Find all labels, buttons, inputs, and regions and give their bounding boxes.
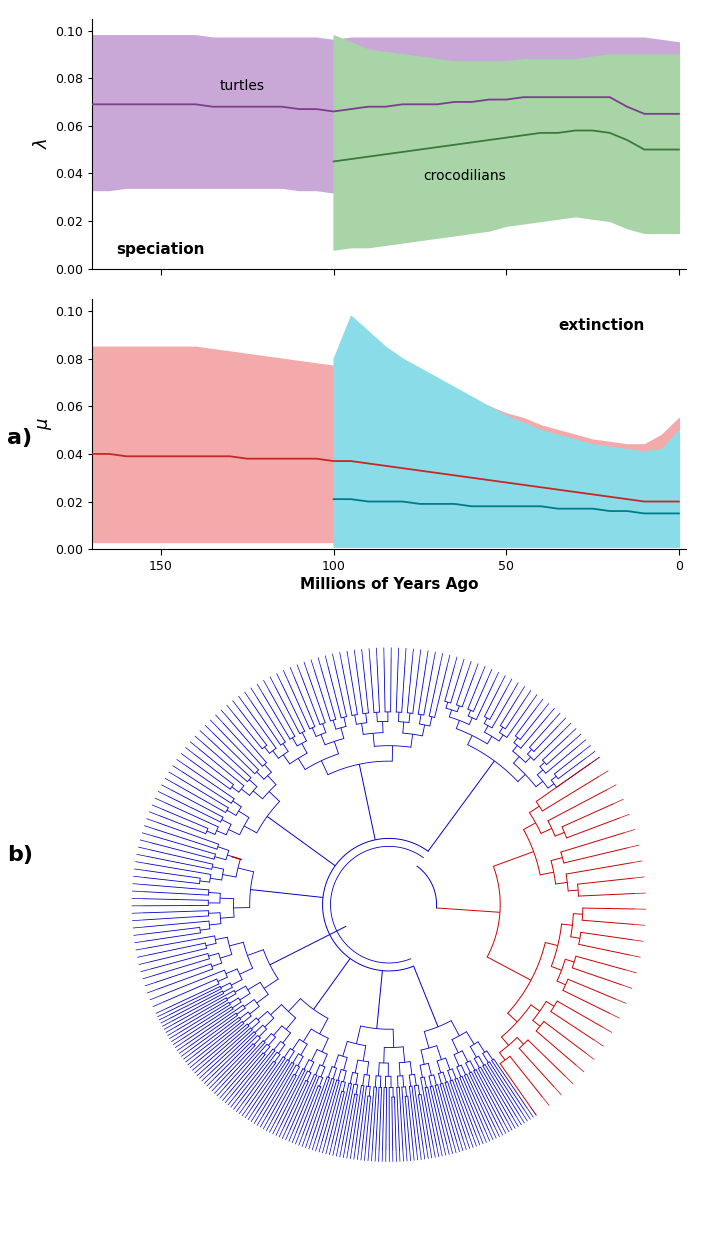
Y-axis label: λ: λ xyxy=(34,138,52,149)
Y-axis label: μ: μ xyxy=(34,419,52,430)
Text: turtles: turtles xyxy=(220,79,264,93)
X-axis label: Millions of Years Ago: Millions of Years Ago xyxy=(300,576,478,591)
Text: a): a) xyxy=(7,428,33,448)
Text: speciation: speciation xyxy=(116,242,204,257)
Text: extinction: extinction xyxy=(558,318,644,333)
Text: crocodilians: crocodilians xyxy=(423,169,506,184)
Text: b): b) xyxy=(7,845,33,864)
